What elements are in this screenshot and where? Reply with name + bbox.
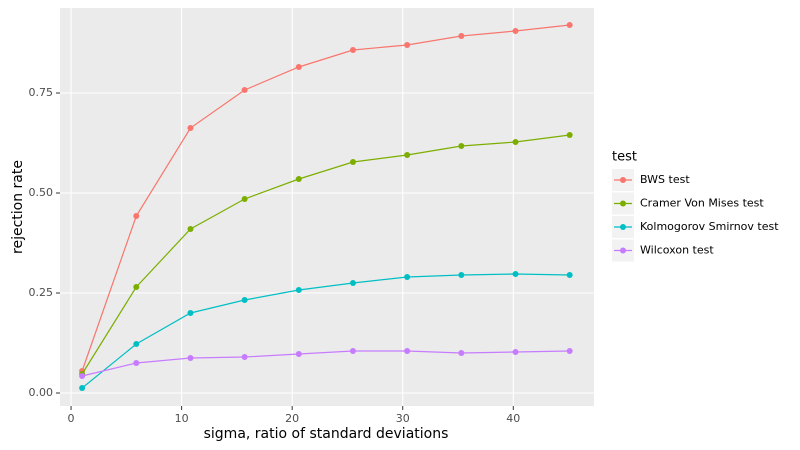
legend-label: BWS test <box>640 173 690 186</box>
x-tick-label: 0 <box>68 412 75 425</box>
point <box>566 132 573 138</box>
point <box>566 272 573 278</box>
point <box>79 373 86 379</box>
legend-label: Cramer Von Mises test <box>640 197 764 210</box>
point <box>404 152 411 158</box>
point <box>295 64 302 70</box>
point <box>187 355 194 361</box>
y-axis-title: rejection rate <box>10 160 26 254</box>
point <box>404 274 411 280</box>
y-tick-label: 0.25 <box>29 286 54 299</box>
point <box>404 42 411 48</box>
series-line <box>81 24 570 372</box>
series-line <box>81 134 570 375</box>
point <box>295 287 302 293</box>
legend-label: Wilcoxon test <box>640 244 714 257</box>
y-tick-label: 0.00 <box>29 386 54 399</box>
point <box>349 348 356 354</box>
legend-key-point <box>620 177 626 183</box>
point <box>458 272 465 278</box>
point <box>241 87 248 93</box>
x-tick-label: 20 <box>285 412 299 425</box>
point <box>458 143 465 149</box>
point <box>404 348 411 354</box>
point <box>133 341 140 347</box>
point <box>133 360 140 366</box>
x-tick-label: 30 <box>396 412 410 425</box>
point <box>512 349 519 355</box>
series-line <box>81 350 570 377</box>
point <box>295 176 302 182</box>
point <box>458 350 465 356</box>
point <box>349 159 356 165</box>
point <box>241 196 248 202</box>
series-line <box>81 273 570 389</box>
point <box>187 125 194 131</box>
plot-panel <box>60 8 594 406</box>
point <box>241 297 248 303</box>
legend-label: Kolmogorov Smirnov test <box>640 220 779 233</box>
point <box>512 271 519 277</box>
point <box>349 280 356 286</box>
legend-key-point <box>620 200 626 207</box>
legend-title: test <box>612 150 637 165</box>
point <box>349 47 356 53</box>
point <box>187 226 194 232</box>
point <box>133 213 140 219</box>
y-tick-label: 0.50 <box>29 186 54 199</box>
x-tick-label: 40 <box>506 412 520 425</box>
point <box>187 310 194 316</box>
point <box>458 33 465 39</box>
point <box>566 22 573 28</box>
point <box>566 348 573 354</box>
legend-key-point <box>620 247 626 254</box>
point <box>79 385 86 391</box>
legend-key-point <box>620 224 626 230</box>
x-axis-title: sigma, ratio of standard deviations <box>204 426 449 442</box>
point <box>241 354 248 360</box>
point <box>512 28 519 34</box>
point <box>512 139 519 145</box>
y-tick-label: 0.75 <box>29 86 54 99</box>
x-tick-label: 10 <box>175 412 189 425</box>
point <box>133 284 140 290</box>
point <box>295 351 302 357</box>
